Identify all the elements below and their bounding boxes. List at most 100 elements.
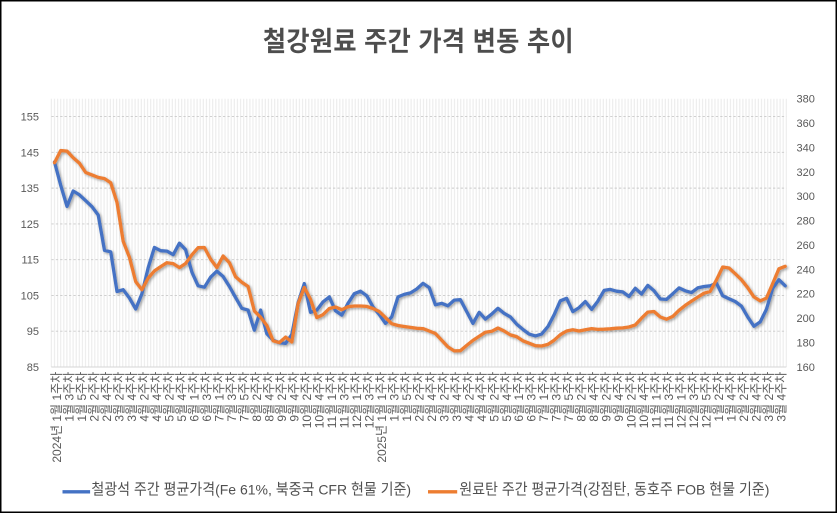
svg-text:2: 2 xyxy=(100,415,114,422)
svg-text:4: 4 xyxy=(450,394,464,401)
svg-text:7: 7 xyxy=(550,415,564,422)
svg-text:2: 2 xyxy=(300,394,314,401)
svg-text:5: 5 xyxy=(75,394,89,401)
svg-text:1: 1 xyxy=(75,415,89,422)
svg-text:5: 5 xyxy=(562,394,576,401)
svg-text:1: 1 xyxy=(50,415,64,422)
svg-text:2: 2 xyxy=(487,394,501,401)
svg-text:2: 2 xyxy=(737,394,751,401)
svg-text:2: 2 xyxy=(250,394,264,401)
svg-text:3: 3 xyxy=(450,415,464,422)
svg-text:3: 3 xyxy=(125,415,139,422)
svg-text:2: 2 xyxy=(88,415,102,422)
svg-text:4: 4 xyxy=(287,394,301,401)
svg-text:4: 4 xyxy=(612,394,626,401)
svg-text:2: 2 xyxy=(737,415,751,422)
svg-text:5: 5 xyxy=(487,415,501,422)
svg-text:95: 95 xyxy=(27,326,39,338)
svg-text:4: 4 xyxy=(150,415,164,422)
svg-text:1: 1 xyxy=(187,394,201,401)
svg-text:1: 1 xyxy=(387,415,401,422)
svg-text:2025: 2025 xyxy=(375,436,389,463)
svg-text:5: 5 xyxy=(163,415,177,422)
svg-text:7: 7 xyxy=(212,415,226,422)
svg-text:1: 1 xyxy=(650,394,664,401)
svg-text:2: 2 xyxy=(425,415,439,422)
svg-text:9: 9 xyxy=(275,415,289,422)
svg-text:4: 4 xyxy=(462,415,476,422)
svg-text:220: 220 xyxy=(797,289,815,301)
svg-text:1: 1 xyxy=(375,394,389,401)
svg-text:2: 2 xyxy=(750,415,764,422)
svg-text:2: 2 xyxy=(575,394,589,401)
svg-text:5: 5 xyxy=(500,415,514,422)
svg-text:3: 3 xyxy=(550,394,564,401)
svg-text:4: 4 xyxy=(637,394,651,401)
svg-text:2: 2 xyxy=(600,394,614,401)
svg-text:12: 12 xyxy=(675,415,689,429)
svg-text:FOB: FOB xyxy=(677,482,706,498)
svg-text:1: 1 xyxy=(325,394,339,401)
svg-text:11: 11 xyxy=(662,415,676,428)
svg-text:10: 10 xyxy=(300,415,314,429)
svg-text:5: 5 xyxy=(400,394,414,401)
svg-text:5: 5 xyxy=(700,394,714,401)
svg-text:6: 6 xyxy=(187,415,201,422)
svg-text:4: 4 xyxy=(100,394,114,401)
svg-text:1: 1 xyxy=(675,394,689,401)
svg-text:8: 8 xyxy=(262,415,276,422)
svg-text:4: 4 xyxy=(475,415,489,422)
svg-text:260: 260 xyxy=(797,240,815,252)
svg-text:2: 2 xyxy=(138,394,152,401)
svg-text:135: 135 xyxy=(21,183,39,195)
svg-text:380: 380 xyxy=(797,94,815,106)
svg-text:280: 280 xyxy=(797,216,815,228)
svg-text:61%,: 61%, xyxy=(240,482,272,498)
svg-text:2: 2 xyxy=(712,394,726,401)
svg-text:12: 12 xyxy=(362,415,376,429)
svg-text:3: 3 xyxy=(437,415,451,422)
svg-text:7: 7 xyxy=(537,415,551,422)
svg-text:(Fe: (Fe xyxy=(215,482,236,498)
svg-text:11: 11 xyxy=(650,415,664,428)
svg-text:9: 9 xyxy=(600,415,614,422)
svg-text:145: 145 xyxy=(21,147,39,159)
svg-text:4: 4 xyxy=(725,394,739,401)
svg-text:6: 6 xyxy=(512,415,526,422)
svg-text:3: 3 xyxy=(775,415,789,422)
svg-text:4: 4 xyxy=(775,394,789,401)
svg-text:2: 2 xyxy=(437,394,451,401)
svg-text:7: 7 xyxy=(225,415,239,422)
svg-text:4: 4 xyxy=(125,394,139,401)
svg-text:4: 4 xyxy=(475,394,489,401)
svg-text:9: 9 xyxy=(287,415,301,422)
svg-text:1: 1 xyxy=(725,415,739,422)
svg-text:2: 2 xyxy=(163,394,177,401)
svg-text:5: 5 xyxy=(237,394,251,401)
svg-text:6: 6 xyxy=(200,415,214,422)
svg-text:4: 4 xyxy=(312,394,326,401)
svg-text:4: 4 xyxy=(175,394,189,401)
svg-text:3: 3 xyxy=(762,415,776,422)
svg-text:3: 3 xyxy=(662,394,676,401)
svg-text:4: 4 xyxy=(587,394,601,401)
svg-text:10: 10 xyxy=(637,415,651,429)
svg-text:1: 1 xyxy=(212,394,226,401)
svg-text:4: 4 xyxy=(500,394,514,401)
svg-text:): ) xyxy=(765,482,770,498)
svg-text:2024: 2024 xyxy=(50,436,64,463)
svg-text:3: 3 xyxy=(687,394,701,401)
svg-text:2: 2 xyxy=(412,394,426,401)
svg-text:360: 360 xyxy=(797,118,815,130)
svg-text:3: 3 xyxy=(225,394,239,401)
svg-text:11: 11 xyxy=(337,415,351,428)
svg-text:,: , xyxy=(626,482,630,498)
svg-text:7: 7 xyxy=(562,415,576,422)
svg-text:2: 2 xyxy=(762,394,776,401)
svg-text:1: 1 xyxy=(63,415,77,422)
svg-text:1: 1 xyxy=(50,394,64,401)
svg-text:12: 12 xyxy=(687,415,701,429)
svg-text:115: 115 xyxy=(21,255,39,267)
svg-text:3: 3 xyxy=(200,394,214,401)
svg-text:85: 85 xyxy=(27,362,39,374)
